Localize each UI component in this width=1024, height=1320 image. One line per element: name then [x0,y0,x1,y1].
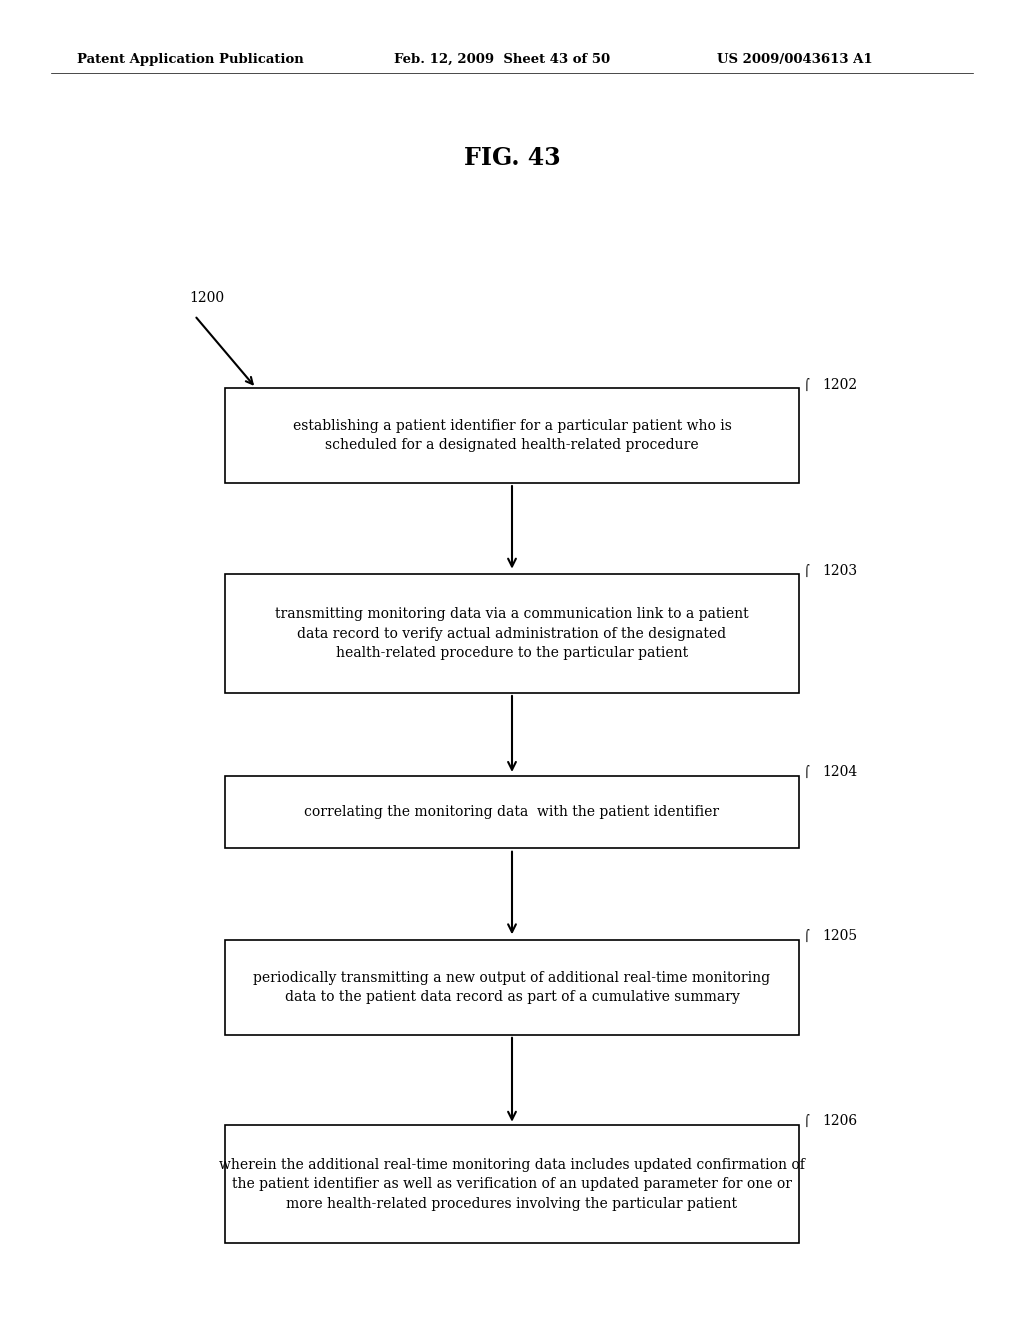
Text: wherein the additional real-time monitoring data includes updated confirmation o: wherein the additional real-time monitor… [219,1158,805,1210]
Text: 1203: 1203 [822,564,857,578]
Text: 1205: 1205 [822,929,857,944]
Text: ⌠: ⌠ [804,764,810,777]
FancyBboxPatch shape [225,574,799,693]
FancyBboxPatch shape [225,940,799,1035]
Text: 1206: 1206 [822,1114,857,1129]
Text: correlating the monitoring data  with the patient identifier: correlating the monitoring data with the… [304,805,720,818]
FancyBboxPatch shape [225,1125,799,1243]
Text: Feb. 12, 2009  Sheet 43 of 50: Feb. 12, 2009 Sheet 43 of 50 [394,53,610,66]
Text: ⌠: ⌠ [804,378,810,391]
Text: establishing a patient identifier for a particular patient who is
scheduled for : establishing a patient identifier for a … [293,418,731,453]
Text: transmitting monitoring data via a communication link to a patient
data record t: transmitting monitoring data via a commu… [275,607,749,660]
Text: US 2009/0043613 A1: US 2009/0043613 A1 [717,53,872,66]
FancyBboxPatch shape [225,776,799,849]
Text: ⌠: ⌠ [804,929,810,942]
Text: 1200: 1200 [189,290,224,305]
Text: FIG. 43: FIG. 43 [464,147,560,170]
Text: ⌠: ⌠ [804,1114,810,1127]
Text: 1204: 1204 [822,764,857,779]
Text: 1202: 1202 [822,378,857,392]
Text: ⌠: ⌠ [804,564,810,577]
Text: periodically transmitting a new output of additional real-time monitoring
data t: periodically transmitting a new output o… [253,970,771,1005]
FancyBboxPatch shape [225,388,799,483]
Text: Patent Application Publication: Patent Application Publication [77,53,303,66]
